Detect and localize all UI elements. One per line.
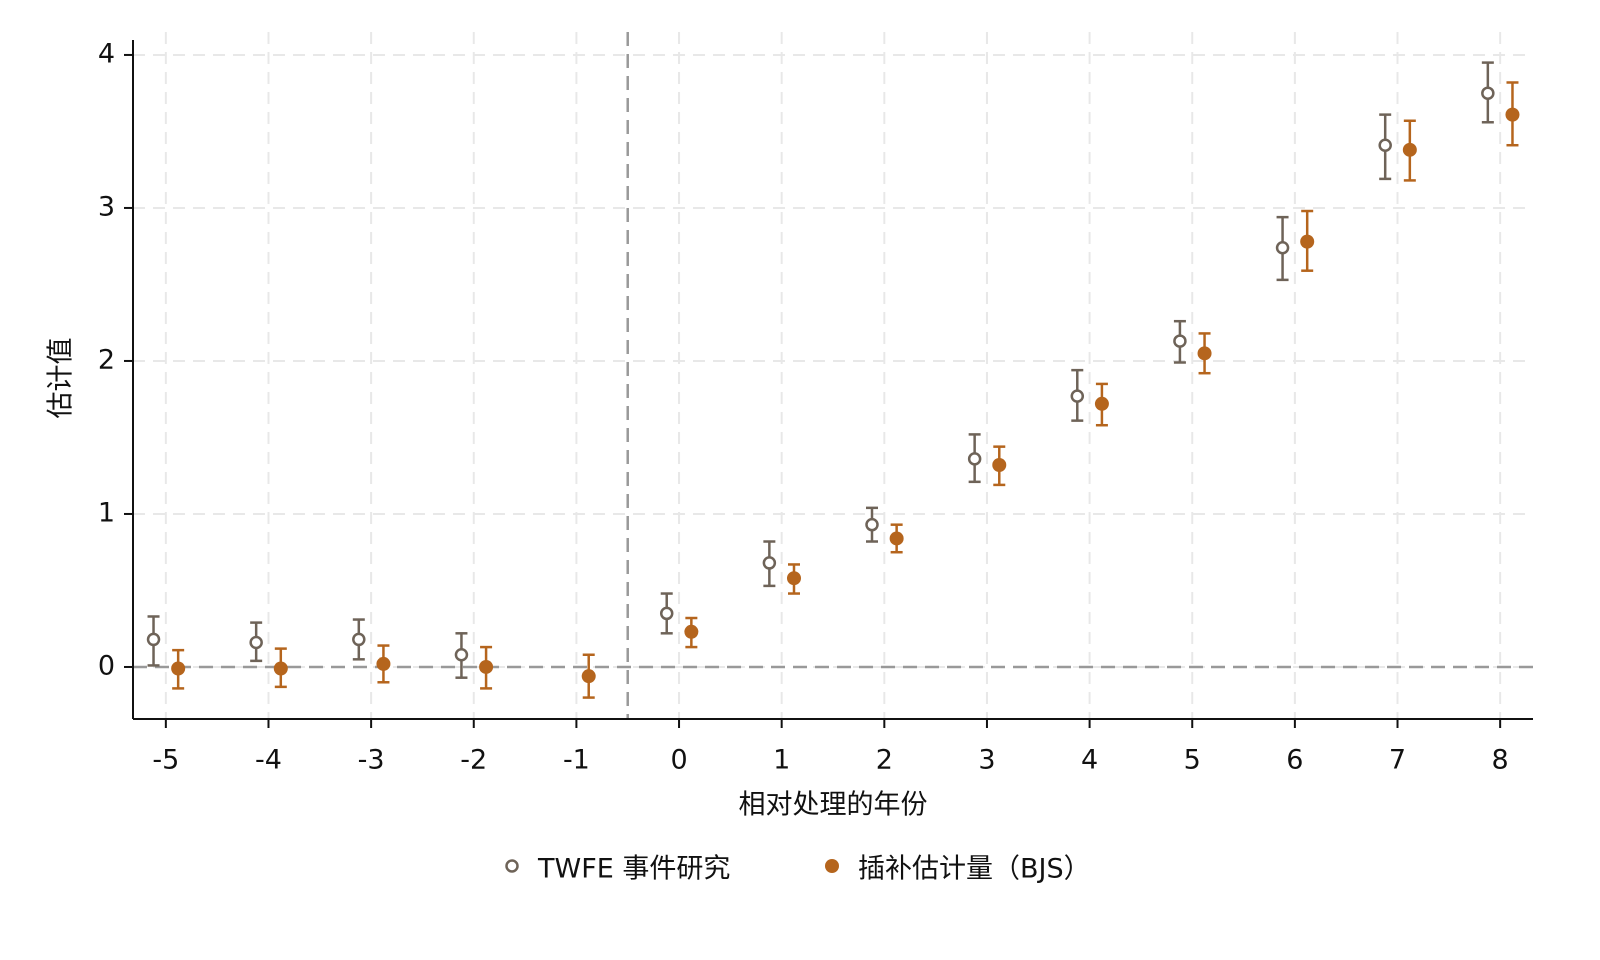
point	[249, 635, 263, 650]
point	[684, 624, 699, 639]
point	[659, 606, 674, 621]
y-tick-label: 0	[98, 650, 115, 681]
point	[1275, 240, 1290, 255]
point	[273, 661, 288, 676]
x-tick-label: 0	[670, 745, 687, 776]
point	[967, 452, 982, 466]
x-tick-label: 8	[1492, 745, 1509, 776]
x-tick-label: 3	[978, 745, 995, 776]
x-tick-label: -2	[460, 745, 487, 776]
point	[479, 659, 494, 674]
point	[1300, 234, 1315, 249]
point	[786, 571, 801, 586]
point	[171, 661, 186, 676]
y-tick-label: 2	[98, 344, 115, 375]
point	[146, 632, 161, 647]
point	[581, 669, 596, 684]
x-tick-label: -5	[152, 745, 179, 776]
point	[1173, 334, 1187, 348]
point	[352, 632, 366, 647]
legend-marker	[825, 859, 839, 873]
point	[1402, 142, 1417, 157]
x-tick-label: -3	[358, 745, 385, 776]
point	[762, 556, 777, 570]
legend-label: 插补估计量（BJS）	[858, 854, 1091, 885]
x-tick-label: 5	[1184, 745, 1201, 776]
point	[865, 517, 879, 532]
point	[992, 458, 1007, 473]
x-axis-title: 相对处理的年份	[739, 790, 928, 821]
y-tick-label: 3	[98, 191, 115, 222]
point	[1094, 396, 1109, 411]
x-tick-label: -4	[255, 745, 282, 776]
point	[889, 531, 904, 546]
point	[1070, 389, 1085, 403]
point	[454, 647, 469, 662]
x-tick-label: 7	[1389, 745, 1406, 776]
point	[376, 656, 391, 671]
point	[1197, 346, 1212, 361]
x-tick-label: 2	[876, 745, 893, 776]
x-tick-label: 4	[1081, 745, 1098, 776]
y-tick-label: 1	[98, 497, 115, 528]
legend-marker	[505, 859, 519, 873]
y-tick-label: 4	[98, 38, 115, 69]
legend-label: TWFE 事件研究	[537, 854, 730, 885]
y-axis-title: 估计值	[46, 338, 77, 419]
x-tick-label: 1	[773, 745, 790, 776]
point	[1378, 138, 1392, 152]
x-tick-label: 6	[1286, 745, 1303, 776]
point	[1505, 107, 1520, 122]
point	[1481, 86, 1495, 100]
x-tick-label: -1	[563, 745, 590, 776]
